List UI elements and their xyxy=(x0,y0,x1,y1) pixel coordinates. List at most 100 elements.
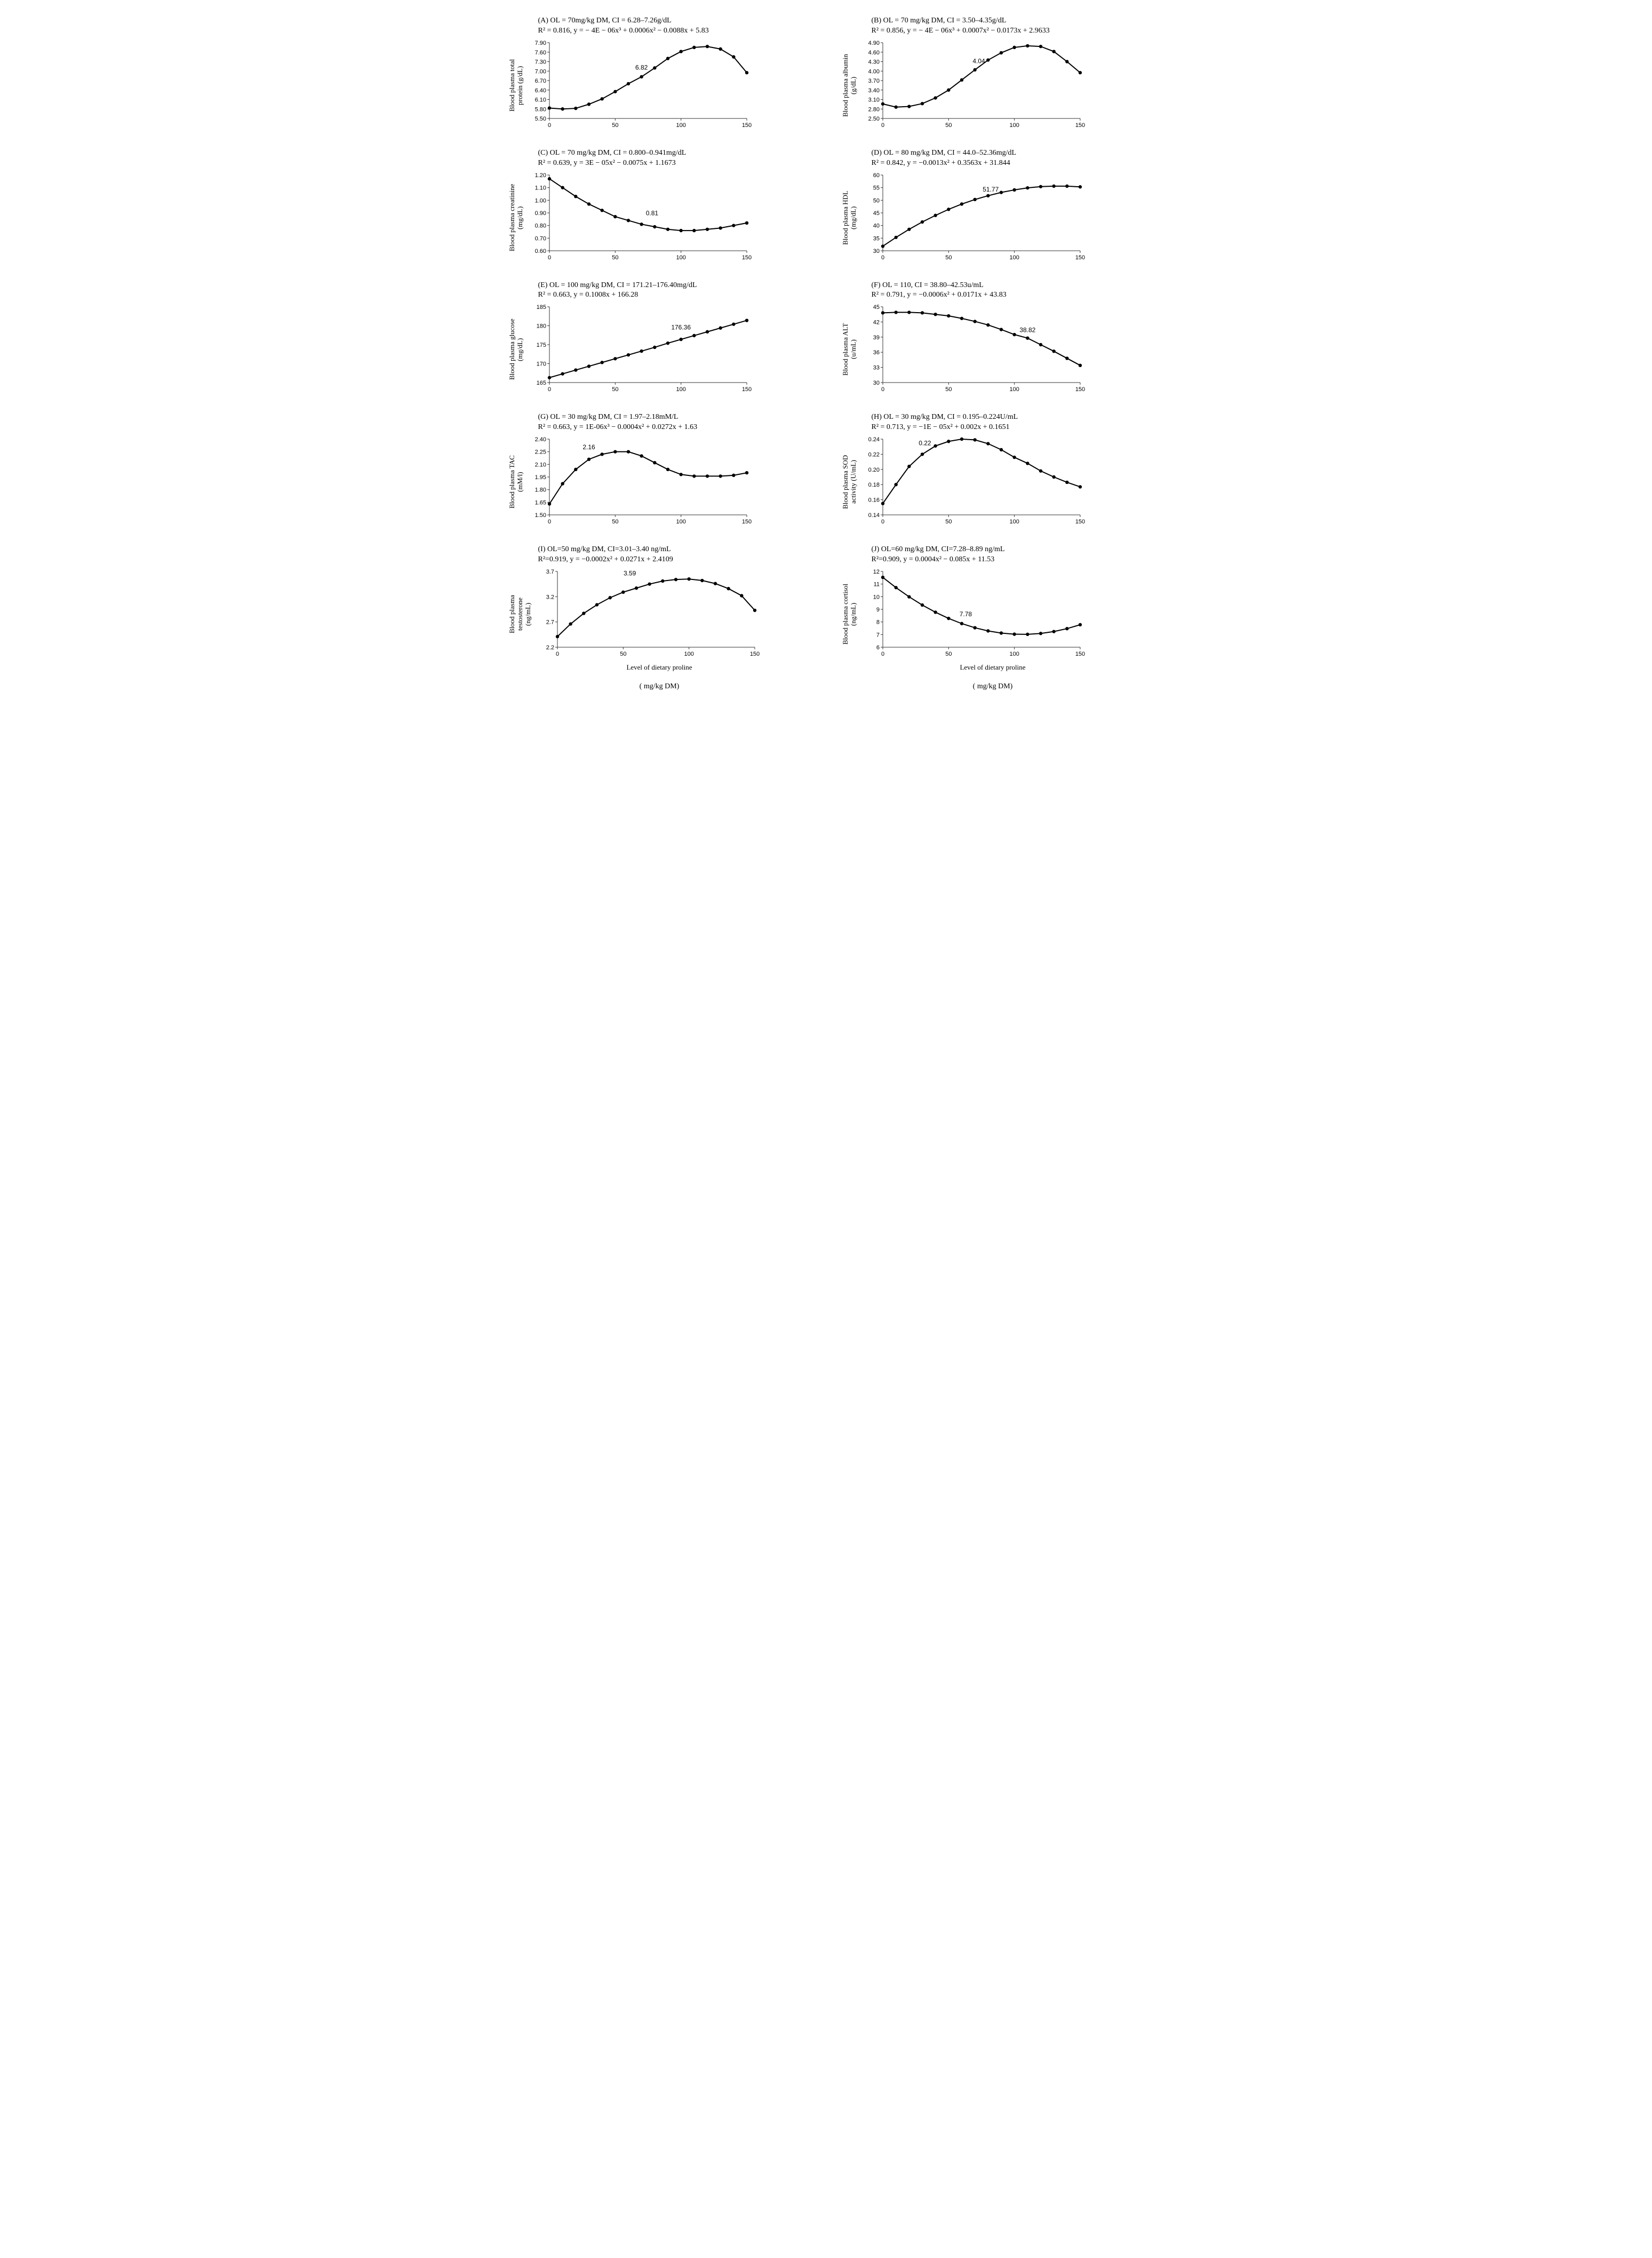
header-line2: R² = 0.791, y = −0.0006x² + 0.0171x + 43… xyxy=(872,290,1146,300)
chart-wrap: Blood plasma albumin(g/dL) 2.50 2.80 3.10 3.… xyxy=(840,37,1146,133)
chart-svg: 165170175180185050100150176.36 xyxy=(524,301,753,397)
svg-text:3.2: 3.2 xyxy=(546,594,554,600)
svg-text:39: 39 xyxy=(873,335,880,341)
svg-text:33: 33 xyxy=(873,365,880,371)
svg-text:2.2: 2.2 xyxy=(546,645,554,651)
chart-svg: 30333639424505010015038.82 xyxy=(857,301,1087,397)
svg-text:35: 35 xyxy=(873,235,880,242)
chart-area: 67891011120501001507.78 xyxy=(857,566,1146,662)
panel-header-D: (D) OL = 80 mg/kg DM, CI = 44.0–52.36mg/… xyxy=(840,148,1146,169)
panel-header-F: (F) OL = 110, CI = 38.80–42.53u/mLR² = 0… xyxy=(840,281,1146,301)
svg-text:150: 150 xyxy=(742,122,752,129)
panel-J: (J) OL=60 mg/kg DM, CI=7.28–8.89 ng/mLR²… xyxy=(840,545,1146,691)
y-axis-label: Blood plasma ALT(u/mL) xyxy=(840,301,858,397)
svg-text:100: 100 xyxy=(1010,519,1019,525)
svg-text:2.80: 2.80 xyxy=(868,106,880,113)
svg-text:0.14: 0.14 xyxy=(868,512,880,519)
header-line1: (A) OL = 70mg/kg DM, CI = 6.28–7.26g/dL xyxy=(538,16,813,26)
svg-text:0.60: 0.60 xyxy=(535,248,546,255)
svg-text:3.59: 3.59 xyxy=(624,569,636,577)
header-line2: R² = 0.639, y = 3E − 05x² − 0.0075x + 1.… xyxy=(538,158,813,169)
svg-text:7.00: 7.00 xyxy=(535,68,546,75)
panel-header-B: (B) OL = 70 mg/kg DM, CI = 3.50–4.35g/dL… xyxy=(840,16,1146,36)
header-line2: R² = 0.713, y = −1E − 05x² + 0.002x + 0.… xyxy=(872,423,1146,433)
header-line2: R² = 0.663, y = 1E-06x³ − 0.0004x² + 0.0… xyxy=(538,423,813,433)
svg-text:6.82: 6.82 xyxy=(635,63,648,71)
chart-svg: 5.505.806.106.406.707.007.307.607.900501… xyxy=(524,37,753,133)
svg-text:176.36: 176.36 xyxy=(672,324,691,331)
svg-text:100: 100 xyxy=(676,122,686,129)
svg-text:3.10: 3.10 xyxy=(868,97,880,103)
panel-I: (I) OL=50 mg/kg DM, CI=3.01–3.40 ng/mLR²… xyxy=(506,545,813,691)
svg-text:1.80: 1.80 xyxy=(535,487,546,494)
y-axis-label: Blood plasmatestosterone(ng/mL) xyxy=(506,566,532,662)
svg-text:4.30: 4.30 xyxy=(868,59,880,65)
svg-text:0.70: 0.70 xyxy=(535,235,546,242)
y-axis-label: Blood plasma creatinine(mg/dL) xyxy=(506,170,524,266)
chart-wrap: Blood plasma HDL(mg/dL)30354045505560050… xyxy=(840,170,1146,266)
chart-wrap: Blood plasma TAC(mM/l)1.501.651.801.952.… xyxy=(506,434,813,530)
svg-text:4.00: 4.00 xyxy=(868,68,880,75)
panel-F: (F) OL = 110, CI = 38.80–42.53u/mLR² = 0… xyxy=(840,281,1146,398)
header-line1: (D) OL = 80 mg/kg DM, CI = 44.0–52.36mg/… xyxy=(872,148,1146,158)
chart-svg: 1.501.651.801.952.102.252.400501001502.1… xyxy=(524,434,753,530)
header-line2: R² = 0.856, y = − 4E − 06x³ + 0.0007x² −… xyxy=(872,26,1146,36)
svg-text:11: 11 xyxy=(874,582,880,588)
svg-text:175: 175 xyxy=(537,342,546,348)
header-line1: (C) OL = 70 mg/kg DM, CI = 0.800–0.941mg… xyxy=(538,148,813,158)
chart-area: 165170175180185050100150176.36 xyxy=(524,301,812,397)
header-line2: R²=0.909, y = 0.0004x² − 0.085x + 11.53 xyxy=(872,555,1146,565)
svg-text:4.04: 4.04 xyxy=(973,57,986,65)
svg-text:50: 50 xyxy=(946,255,952,261)
svg-text:50: 50 xyxy=(946,651,952,657)
svg-text:0: 0 xyxy=(881,255,884,261)
svg-text:185: 185 xyxy=(537,304,546,311)
svg-text:100: 100 xyxy=(1010,255,1019,261)
svg-text:100: 100 xyxy=(676,519,686,525)
svg-text:150: 150 xyxy=(742,386,752,393)
svg-text:50: 50 xyxy=(946,519,952,525)
header-line1: (H) OL = 30 mg/kg DM, CI = 0.195–0.224U/… xyxy=(872,412,1146,423)
header-line2: R² = 0.842, y = −0.0013x² + 0.3563x + 31… xyxy=(872,158,1146,169)
panel-header-H: (H) OL = 30 mg/kg DM, CI = 0.195–0.224U/… xyxy=(840,412,1146,433)
y-axis-label: Blood plasma albumin(g/dL) xyxy=(840,37,858,133)
chart-svg: 3035404550556005010015051.77 xyxy=(857,170,1087,266)
y-axis-label: Blood plasma glucose(mg/dL) xyxy=(506,301,524,397)
svg-text:2.16: 2.16 xyxy=(583,443,596,451)
svg-text:4.60: 4.60 xyxy=(868,50,880,56)
svg-text:1.00: 1.00 xyxy=(535,197,546,204)
panel-A: (A) OL = 70mg/kg DM, CI = 6.28–7.26g/dLR… xyxy=(506,16,813,133)
svg-text:150: 150 xyxy=(1075,122,1085,129)
svg-text:0.16: 0.16 xyxy=(868,497,880,504)
svg-text:9: 9 xyxy=(876,607,880,613)
svg-text:1.10: 1.10 xyxy=(535,185,546,191)
svg-text:2.40: 2.40 xyxy=(535,436,546,443)
svg-text:100: 100 xyxy=(684,651,694,657)
svg-text:2.50: 2.50 xyxy=(868,116,880,122)
chart-grid: (A) OL = 70mg/kg DM, CI = 6.28–7.26g/dLR… xyxy=(506,16,1146,691)
header-line2: R² = 0.816, y = − 4E − 06x³ + 0.0006x² −… xyxy=(538,26,813,36)
header-line1: (F) OL = 110, CI = 38.80–42.53u/mL xyxy=(872,281,1146,291)
svg-text:6: 6 xyxy=(876,645,880,651)
panel-C: (C) OL = 70 mg/kg DM, CI = 0.800–0.941mg… xyxy=(506,148,813,266)
panel-G: (G) OL = 30 mg/kg DM, CI = 1.97–2.18mM/L… xyxy=(506,412,813,530)
chart-wrap: Blood plasma glucose(mg/dL)1651701751801… xyxy=(506,301,813,397)
y-axis-label: Blood plasma TAC(mM/l) xyxy=(506,434,524,530)
svg-text:0: 0 xyxy=(881,386,884,393)
svg-text:100: 100 xyxy=(1010,651,1019,657)
chart-svg: 2.22.73.23.70501001503.59 xyxy=(532,566,761,662)
header-line1: (G) OL = 30 mg/kg DM, CI = 1.97–2.18mM/L xyxy=(538,412,813,423)
svg-text:0.22: 0.22 xyxy=(868,452,880,458)
svg-text:10: 10 xyxy=(873,594,880,600)
svg-text:3.70: 3.70 xyxy=(868,78,880,84)
svg-text:7.78: 7.78 xyxy=(960,610,972,618)
svg-text:0.90: 0.90 xyxy=(535,210,546,217)
svg-text:6.70: 6.70 xyxy=(535,78,546,84)
svg-text:50: 50 xyxy=(620,651,627,657)
svg-text:6.40: 6.40 xyxy=(535,88,546,94)
chart-area: 2.502.803.103.403.704.004.304.604.900501… xyxy=(857,37,1146,133)
panel-header-E: (E) OL = 100 mg/kg DM, CI = 171.21–176.4… xyxy=(506,281,813,301)
svg-text:0.80: 0.80 xyxy=(535,222,546,229)
panel-B: (B) OL = 70 mg/kg DM, CI = 3.50–4.35g/dL… xyxy=(840,16,1146,133)
svg-text:50: 50 xyxy=(946,386,952,393)
